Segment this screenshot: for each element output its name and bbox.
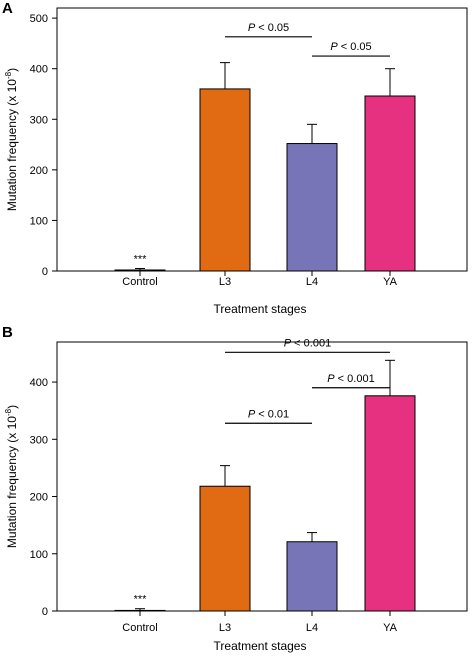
y-axis-label-exponent: -8 [4, 408, 13, 416]
p-threshold: < 0.01 [255, 408, 289, 420]
p-symbol: P [248, 408, 256, 420]
p-symbol: P [248, 22, 256, 34]
y-axis-label-exponent: -8 [4, 71, 13, 79]
y-tick-label: 0 [42, 266, 48, 278]
y-axis-label-text: Mutation frequency (x 10 [5, 79, 19, 211]
panel-letter: B [2, 324, 13, 341]
p-threshold: < 0.05 [338, 41, 372, 53]
plot-frame [56, 341, 468, 612]
significance-stars: *** [134, 594, 148, 606]
significance-stars: *** [134, 253, 148, 265]
x-tick-label: L3 [219, 622, 231, 634]
y-tick-label: 500 [30, 13, 48, 25]
p-value-label: P < 0.01 [248, 408, 289, 420]
bar-ya [364, 95, 416, 272]
p-symbol: P [327, 373, 335, 385]
x-tick-label: YA [383, 276, 398, 288]
y-tick-label: 400 [30, 377, 48, 389]
p-symbol: P [284, 337, 292, 349]
bar-l4 [286, 541, 338, 612]
bar-l3 [199, 88, 251, 272]
y-tick-label: 300 [30, 434, 48, 446]
p-value-label: P < 0.001 [284, 337, 331, 349]
x-tick-label: L3 [219, 276, 231, 288]
y-tick-label: 400 [30, 64, 48, 76]
x-tick-label: Control [122, 622, 157, 634]
x-tick-label: L4 [306, 622, 318, 634]
x-axis-label: Treatment stages [214, 302, 307, 316]
y-tick-label: 100 [30, 215, 48, 227]
bar-control [114, 609, 166, 612]
plot-frame [56, 7, 468, 272]
y-axis-label-suffix: ) [5, 68, 19, 72]
bar-l4 [286, 143, 338, 272]
p-value-label: P < 0.05 [248, 22, 289, 34]
x-tick-label: L4 [306, 276, 318, 288]
y-axis-label-suffix: ) [5, 405, 19, 409]
p-threshold: < 0.001 [291, 337, 331, 349]
p-threshold: < 0.001 [335, 373, 375, 385]
p-value-label: P < 0.001 [327, 373, 374, 385]
y-axis-label: Mutation frequency (x 10-8) [4, 405, 19, 548]
y-axis-label-text: Mutation frequency (x 10 [5, 416, 19, 548]
y-tick-label: 0 [42, 606, 48, 618]
p-threshold: < 0.05 [255, 22, 289, 34]
p-symbol: P [330, 41, 338, 53]
y-axis-label: Mutation frequency (x 10-8) [4, 68, 19, 211]
x-tick-label: Control [122, 276, 157, 288]
y-tick-label: 200 [30, 492, 48, 504]
y-tick-label: 200 [30, 165, 48, 177]
y-tick-label: 300 [30, 114, 48, 126]
x-tick-label: YA [383, 622, 398, 634]
bar-control [114, 269, 166, 272]
panel-letter: A [2, 0, 13, 17]
bar-l3 [199, 485, 251, 612]
panel-a: A 0 100 200 300 400 500 Control L3 L4 YA *** P < 0.0… [2, 0, 468, 316]
y-tick-label: 100 [30, 549, 48, 561]
p-value-label: P < 0.05 [330, 41, 371, 53]
bar-ya [364, 395, 416, 612]
x-axis-label: Treatment stages [214, 639, 307, 653]
